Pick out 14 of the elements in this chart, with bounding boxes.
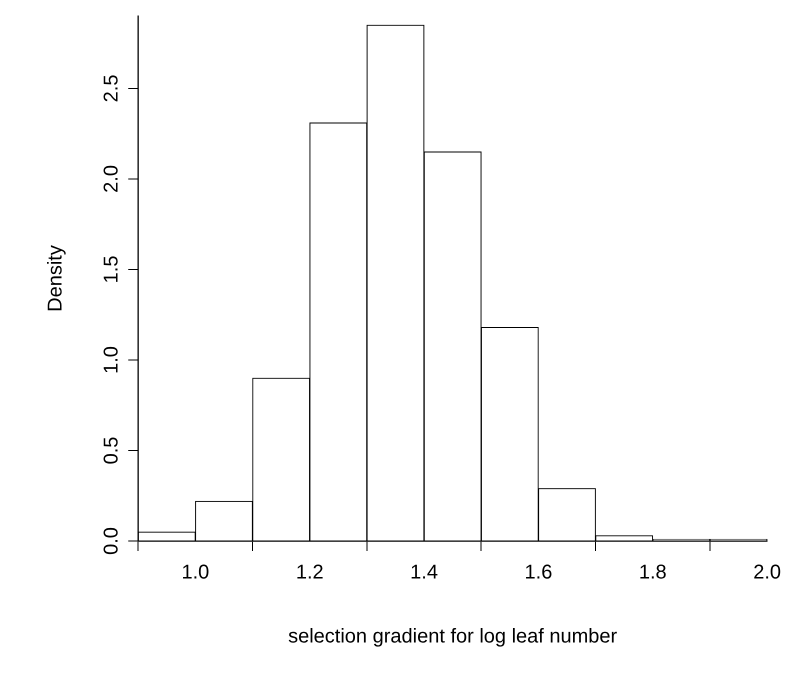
y-axis-title: Density: [44, 245, 67, 312]
y-tick-label: 1.5: [100, 256, 123, 284]
y-tick-label: 1.0: [100, 346, 123, 374]
x-tick-label: 1.4: [410, 562, 438, 584]
x-tick-label: 1.2: [296, 562, 324, 584]
y-tick-label: 2.0: [100, 165, 123, 193]
y-tick-label: 0.5: [100, 436, 123, 464]
y-tick-label: 2.5: [100, 74, 123, 102]
x-axis-title: selection gradient for log leaf number: [288, 626, 618, 648]
y-tick-label: 0.0: [100, 527, 123, 555]
x-tick-label: 2.0: [753, 562, 782, 584]
x-tick-label: 1.6: [524, 562, 552, 584]
x-tick-label: 1.0: [181, 562, 210, 584]
x-tick-label: 1.8: [638, 562, 667, 584]
